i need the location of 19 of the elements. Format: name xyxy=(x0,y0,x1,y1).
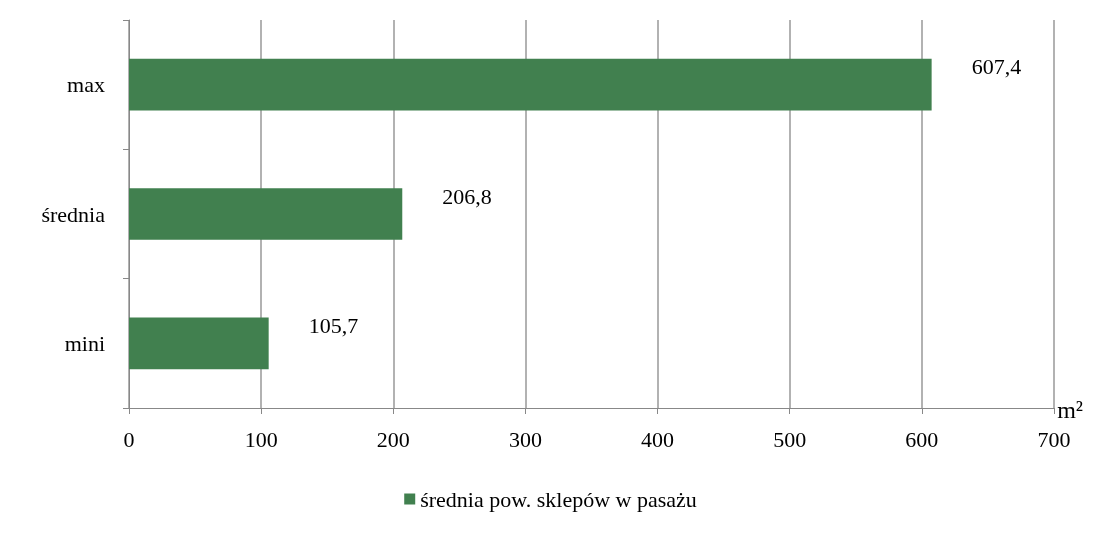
x-tick-label: 100 xyxy=(244,426,278,452)
legend-label: średnia pow. sklepów w pasażu xyxy=(420,486,697,512)
x-tick-label: 600 xyxy=(905,426,939,452)
data-label: 607,4 xyxy=(971,54,1022,80)
data-label: 206,8 xyxy=(442,183,492,209)
y-tick-label: mini xyxy=(64,330,105,356)
x-tick-label: 0 xyxy=(123,426,135,452)
x-tick-label: 700 xyxy=(1037,426,1071,452)
x-axis-title: m² xyxy=(1057,397,1084,423)
y-tick-label: max xyxy=(67,72,105,98)
x-tick-label: 500 xyxy=(773,426,807,452)
x-tick-label: 200 xyxy=(376,426,410,452)
bar xyxy=(129,317,269,370)
bar xyxy=(129,188,403,240)
y-tick-label: średnia xyxy=(41,201,106,227)
x-tick-label: 300 xyxy=(508,426,542,452)
bar xyxy=(129,58,932,111)
data-label: 105,7 xyxy=(308,312,359,338)
x-tick-label: 400 xyxy=(641,426,675,452)
